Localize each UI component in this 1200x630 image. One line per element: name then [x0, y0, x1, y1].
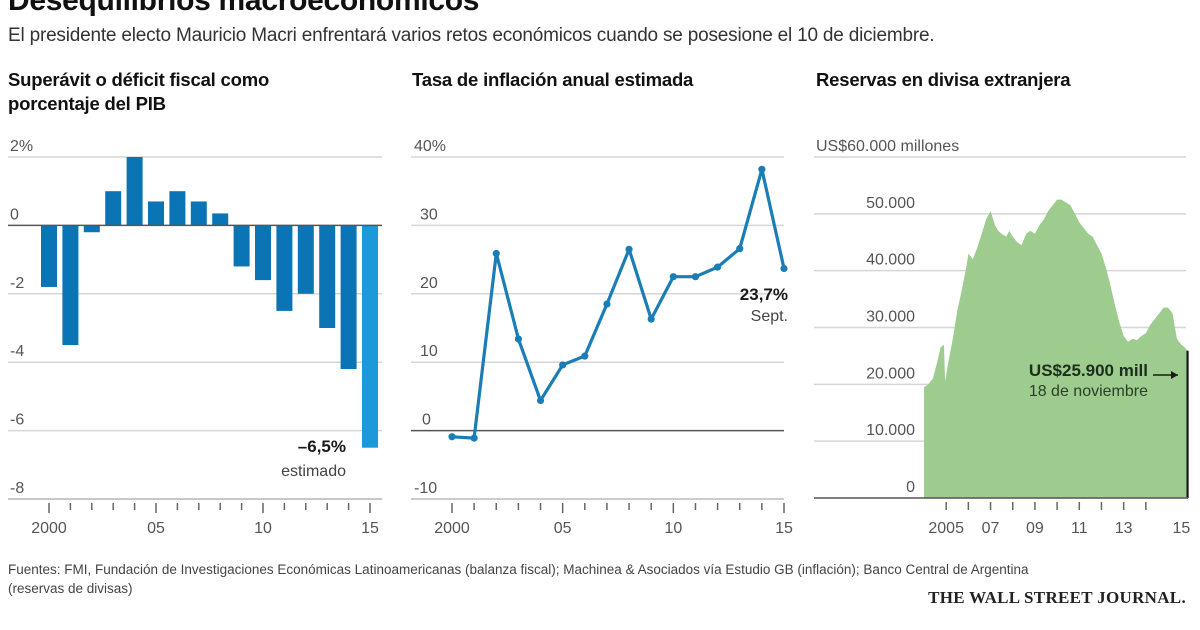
fiscal-bar	[362, 225, 378, 448]
inflation-point	[448, 433, 456, 441]
inflation-annotation-value: 23,7%	[740, 285, 788, 304]
fiscal-y-tick-label: -6	[10, 412, 24, 429]
fiscal-title-line-2: porcentaje del PIB	[8, 93, 166, 114]
inflation-point	[536, 396, 545, 405]
reserves-y-tick-label: 0	[906, 479, 915, 496]
fiscal-x-tick-label: 15	[361, 520, 379, 537]
wsj-logo: THE WALL STREET JOURNAL.	[928, 588, 1186, 607]
inflation-y-tick-label: 20	[420, 275, 438, 292]
fiscal-bar	[148, 201, 164, 226]
reserves-y-tick-label: 20.000	[866, 365, 915, 382]
inflation-point	[492, 249, 500, 258]
inflation-y-tick-label: 0	[422, 412, 431, 429]
fiscal-annotation-value: –6,5%	[298, 437, 346, 456]
inflation-point	[647, 315, 655, 323]
inflation-annotation-note: Sept.	[751, 308, 788, 325]
reserves-x-tick-label: 2005	[928, 520, 964, 537]
fiscal-bar	[297, 225, 314, 294]
fiscal-x-tick-label: 2000	[31, 520, 67, 537]
inflation-y-tick-label: -10	[414, 480, 437, 497]
inflation-point	[669, 273, 677, 281]
inflation-point	[691, 273, 700, 281]
inflation-point	[559, 361, 567, 369]
inflation-point	[758, 165, 766, 173]
inflation-x-tick-label: 15	[775, 520, 793, 537]
reserves-chart-title: Reservas en divisa extranjera	[816, 69, 1071, 90]
fiscal-x-tick-label: 05	[147, 520, 165, 537]
fiscal-bar	[105, 191, 122, 226]
fiscal-bar	[169, 191, 186, 226]
inflation-x-tick-label: 10	[664, 520, 682, 537]
inflation-chart: 40% 30 20 10 0 -10 2000 05 10 15 23,7% Sept.	[411, 138, 793, 537]
fiscal-y-tick-label: 0	[10, 206, 19, 223]
fiscal-bar	[212, 213, 229, 226]
subtitle: El presidente electo Mauricio Macri enfr…	[8, 25, 935, 46]
inflation-point	[470, 434, 478, 442]
reserves-x-tick-label: 13	[1115, 520, 1133, 537]
fiscal-bar	[340, 225, 357, 370]
fiscal-bar	[319, 225, 336, 328]
reserves-x-tick-label: 11	[1071, 520, 1088, 537]
fiscal-bar	[255, 225, 271, 281]
inflation-point	[714, 263, 722, 271]
fiscal-bar	[41, 225, 57, 287]
reserves-area	[924, 199, 1188, 498]
sources-note: Fuentes: FMI, Fundación de Investigacion…	[8, 562, 1029, 596]
reserves-y-tick-label: 30.000	[866, 309, 915, 326]
reserves-y-tick-label: 40.000	[866, 252, 915, 269]
fiscal-bar	[233, 225, 250, 267]
inflation-point	[625, 245, 633, 253]
fiscal-title-line-1: Superávit o déficit fiscal como	[8, 69, 270, 90]
fiscal-annotation-note: estimado	[281, 463, 346, 480]
inflation-chart-title: Tasa de inflación anual estimada	[412, 69, 694, 90]
inflation-y-tick-label: 30	[420, 206, 438, 223]
reserves-annotation-note: 18 de noviembre	[1029, 383, 1148, 400]
fiscal-bar	[190, 201, 207, 226]
arrow-head-icon	[1171, 371, 1178, 379]
fiscal-y-tick-label: -4	[10, 343, 24, 360]
reserves-x-tick-label: 09	[1026, 520, 1044, 537]
inflation-x-tick-label: 2000	[434, 520, 470, 537]
reserves-y-tick-label: 50.000	[866, 195, 915, 212]
fiscal-chart-title: Superávit o déficit fiscal como porcenta…	[8, 68, 269, 116]
reserves-y-tick-label: US$60.000 millones	[816, 138, 959, 155]
inflation-point	[514, 335, 523, 343]
headline: Desequilibrios macroeconómicos	[8, 0, 480, 17]
reserves-chart: US$60.000 millones 50.000 40.000 30.000 20.0…	[814, 138, 1190, 537]
fiscal-x-tick-label: 10	[254, 520, 272, 537]
fiscal-bar	[276, 225, 293, 311]
reserves-annotation-value: US$25.900 mill	[1029, 361, 1148, 380]
reserves-y-tick-label: 10.000	[866, 422, 915, 439]
inflation-point	[581, 352, 589, 360]
reserves-x-tick-label: 07	[982, 520, 1000, 537]
inflation-point	[603, 300, 611, 308]
inflation-y-tick-label: 10	[420, 343, 438, 360]
inflation-x-tick-label: 05	[554, 520, 572, 537]
fiscal-bar	[83, 225, 100, 233]
fiscal-bar	[126, 157, 143, 226]
reserves-x-tick-label: 15	[1172, 520, 1190, 537]
fiscal-bar	[62, 225, 79, 346]
inflation-point	[780, 264, 788, 273]
inflation-series-line	[451, 167, 786, 440]
inflation-y-tick-label: 40%	[414, 138, 446, 155]
fiscal-chart: 2% 0 -2 -4 -6 -8 2000 05 10 15 –6,5% estimado	[8, 138, 382, 537]
inflation-point	[736, 245, 744, 253]
fiscal-y-tick-label: -8	[10, 480, 24, 497]
fiscal-y-tick-label: 2%	[10, 138, 33, 155]
fiscal-y-tick-label: -2	[10, 275, 24, 292]
